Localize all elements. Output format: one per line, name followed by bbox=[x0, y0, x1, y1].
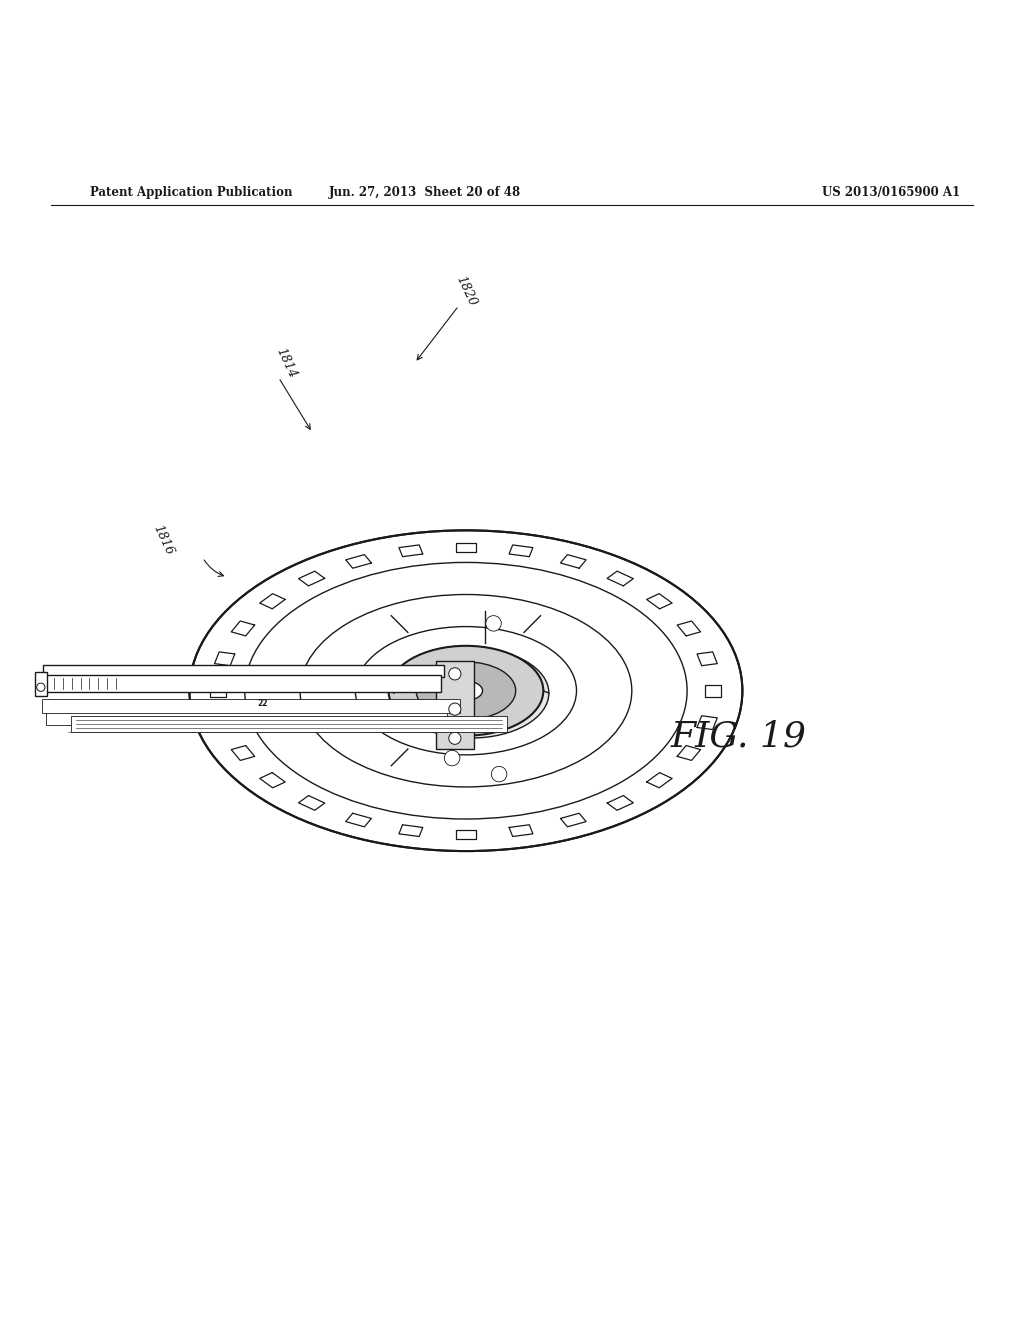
FancyBboxPatch shape bbox=[42, 698, 461, 713]
Ellipse shape bbox=[388, 645, 544, 735]
FancyBboxPatch shape bbox=[71, 717, 508, 733]
FancyBboxPatch shape bbox=[43, 665, 443, 677]
Circle shape bbox=[37, 682, 45, 692]
Circle shape bbox=[492, 767, 507, 781]
Circle shape bbox=[519, 700, 535, 714]
Ellipse shape bbox=[394, 648, 549, 738]
Text: 22: 22 bbox=[257, 700, 267, 708]
Circle shape bbox=[449, 704, 461, 715]
Circle shape bbox=[444, 750, 460, 766]
Circle shape bbox=[485, 615, 502, 631]
FancyBboxPatch shape bbox=[46, 711, 446, 725]
Text: FIG. 19: FIG. 19 bbox=[671, 719, 807, 754]
Text: Jun. 27, 2013  Sheet 20 of 48: Jun. 27, 2013 Sheet 20 of 48 bbox=[329, 186, 521, 198]
Text: Patent Application Publication: Patent Application Publication bbox=[90, 186, 293, 198]
Circle shape bbox=[449, 668, 461, 680]
FancyBboxPatch shape bbox=[35, 672, 47, 696]
FancyBboxPatch shape bbox=[40, 675, 441, 692]
FancyBboxPatch shape bbox=[435, 660, 474, 748]
Circle shape bbox=[449, 733, 461, 744]
Text: 1816: 1816 bbox=[151, 523, 176, 557]
Text: 1820: 1820 bbox=[454, 275, 479, 309]
Ellipse shape bbox=[189, 531, 742, 851]
Text: US 2013/0165900 A1: US 2013/0165900 A1 bbox=[822, 186, 959, 198]
Text: 1814: 1814 bbox=[273, 346, 299, 380]
Ellipse shape bbox=[416, 661, 516, 719]
Ellipse shape bbox=[450, 681, 482, 701]
